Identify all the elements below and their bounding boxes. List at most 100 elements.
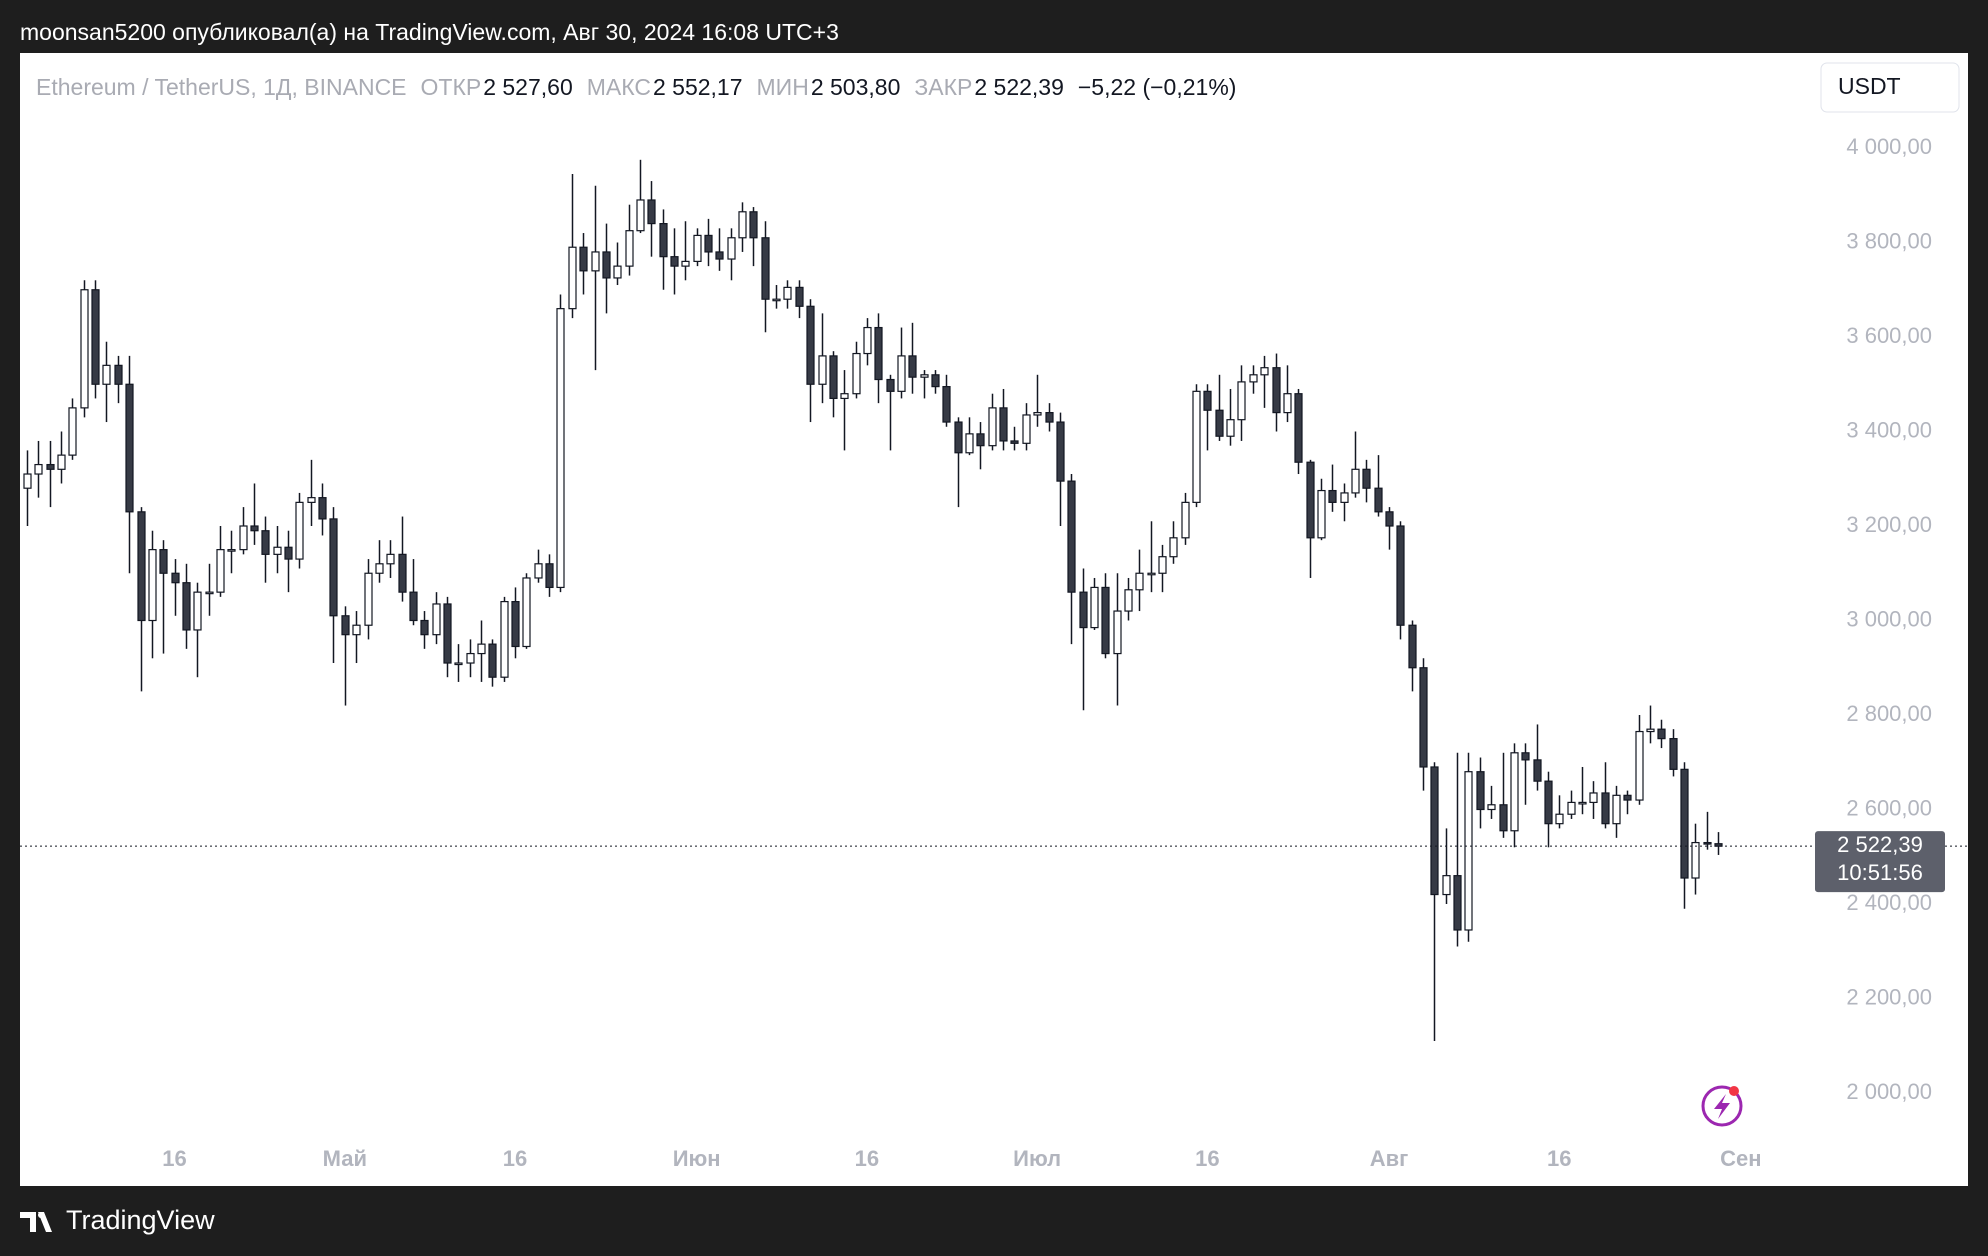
candle-body	[227, 549, 236, 552]
candle	[1067, 474, 1076, 645]
candle	[931, 370, 940, 394]
candle	[1589, 781, 1598, 819]
candle-body	[1260, 367, 1269, 376]
x-tick-label: 16	[1195, 1146, 1219, 1171]
candle-body	[1124, 589, 1133, 612]
candle-body	[409, 591, 418, 622]
candle	[1033, 374, 1042, 427]
candle-body	[1022, 414, 1031, 444]
candle-body	[976, 433, 985, 447]
candle-body	[318, 497, 327, 520]
candle-body	[1578, 801, 1587, 805]
candle	[1521, 743, 1530, 805]
candle-body	[1135, 572, 1144, 591]
candle	[102, 341, 111, 423]
candle-body	[783, 286, 792, 300]
candle	[307, 459, 316, 526]
candle	[670, 228, 679, 295]
candle-body	[999, 407, 1008, 442]
candle	[1249, 365, 1258, 394]
candle-body	[670, 256, 679, 267]
candle	[942, 374, 951, 427]
candle-body	[1464, 771, 1473, 931]
candle	[1499, 752, 1508, 838]
candle-body	[1181, 501, 1190, 539]
candle	[1328, 464, 1337, 512]
candle-body	[1203, 390, 1212, 411]
candle-body	[1215, 409, 1224, 437]
candle	[1703, 811, 1712, 850]
candle-body	[364, 572, 373, 626]
bolt-circle[interactable]	[1701, 1085, 1743, 1127]
candle	[1442, 828, 1451, 904]
candle	[1476, 757, 1485, 829]
y-tick-label: 3 800,00	[1846, 228, 1932, 253]
candle-body	[852, 352, 861, 395]
bolt-icon[interactable]	[1701, 1085, 1743, 1127]
candle-body	[681, 260, 690, 267]
candle	[647, 181, 656, 257]
bolt-dot[interactable]	[1729, 1086, 1739, 1096]
candle-body	[920, 374, 929, 378]
candle-body	[1521, 752, 1530, 761]
candle-body	[1192, 390, 1201, 503]
candle-body	[1499, 804, 1508, 832]
candle	[329, 507, 338, 664]
candle	[114, 355, 123, 404]
candle-body	[1328, 489, 1337, 503]
candle	[1169, 521, 1178, 564]
candle	[1646, 705, 1655, 744]
candle	[34, 440, 43, 498]
candle	[1601, 762, 1610, 829]
x-tick-label: 16	[855, 1146, 879, 1171]
candle	[1464, 752, 1473, 942]
candle-body	[613, 265, 622, 279]
candle-body	[80, 289, 89, 409]
candle-body	[23, 473, 32, 489]
candle-body	[602, 251, 611, 279]
candle-body	[1249, 374, 1258, 383]
candle-body	[1362, 468, 1371, 489]
candle	[1237, 365, 1246, 441]
candle	[1340, 483, 1349, 522]
candle-body	[704, 234, 713, 253]
x-tick-label: 16	[162, 1146, 186, 1171]
legend-value: 2 527,60	[483, 74, 573, 100]
footer-brand: TradingView	[66, 1205, 215, 1235]
x-tick-label: 16	[503, 1146, 527, 1171]
candle-body	[591, 251, 600, 272]
symbol: Ethereum / TetherUS, 1Д, BINANCE	[36, 74, 407, 100]
candle	[1294, 388, 1303, 475]
x-tick-label: Авг	[1370, 1146, 1409, 1171]
candle	[1374, 455, 1383, 517]
candle	[715, 228, 724, 271]
candle-body	[1101, 586, 1110, 655]
candle-body	[1010, 440, 1019, 444]
candle	[727, 228, 736, 281]
candle-body	[1147, 572, 1156, 576]
candle-body	[931, 374, 940, 388]
candle-body	[1442, 875, 1451, 896]
candle-body	[250, 525, 259, 532]
candle	[738, 202, 747, 252]
candle-body	[1510, 752, 1519, 832]
candle	[23, 450, 32, 526]
countdown: 10:51:56	[1837, 860, 1923, 885]
candle-body	[636, 199, 645, 232]
candle	[795, 280, 804, 319]
candle	[284, 530, 293, 593]
candle	[976, 422, 985, 470]
candle-body	[772, 298, 781, 302]
bolt[interactable]	[1714, 1094, 1730, 1119]
candle-body	[488, 643, 497, 678]
candle	[761, 221, 770, 333]
currency-box[interactable]	[1820, 62, 1960, 113]
candle-body	[693, 234, 702, 263]
candle-body	[159, 549, 168, 574]
candle-body	[965, 433, 974, 454]
candle-body	[137, 511, 146, 622]
currency[interactable]: USDT	[1838, 73, 1901, 99]
candle-body	[193, 591, 202, 631]
candle	[250, 483, 259, 545]
